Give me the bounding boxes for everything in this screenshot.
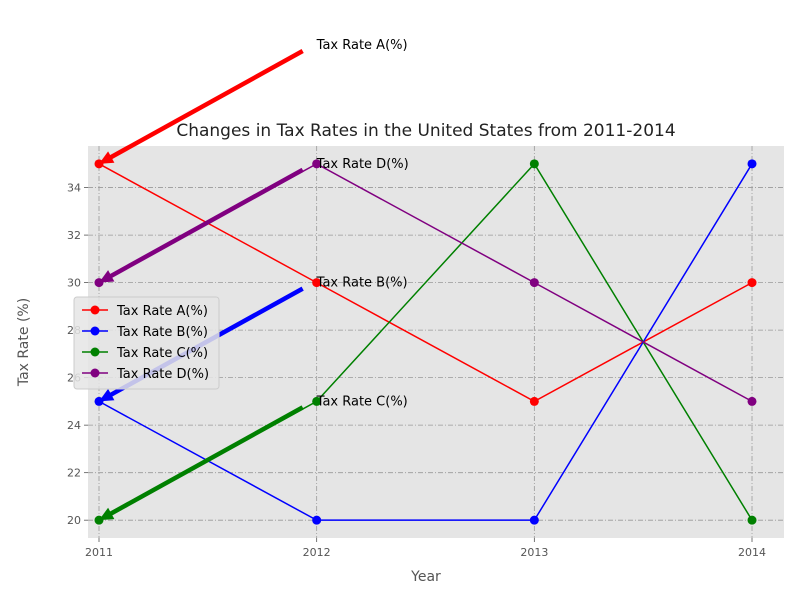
annotation-c: Tax Rate C(%) bbox=[99, 394, 408, 521]
y-tick-label: 32 bbox=[67, 229, 81, 242]
x-tick-label: 2011 bbox=[85, 546, 113, 559]
legend: Tax Rate A(%) Tax Rate B(%) Tax Rate C(%) T… bbox=[73, 296, 220, 390]
y-tick-label: 24 bbox=[67, 419, 81, 432]
legend-marker bbox=[90, 368, 100, 378]
data-point bbox=[312, 278, 322, 288]
legend-marker bbox=[90, 326, 100, 336]
x-tick-label: 2012 bbox=[303, 546, 331, 559]
legend-label: Tax Rate D(%) bbox=[116, 367, 209, 382]
x-tick-label: 2013 bbox=[520, 546, 548, 559]
legend-label: Tax Rate B(%) bbox=[116, 325, 208, 340]
data-point bbox=[747, 396, 757, 406]
x-axis-ticks: 2011 2012 2013 2014 bbox=[85, 538, 766, 559]
legend-label: Tax Rate A(%) bbox=[116, 304, 208, 319]
y-tick-label: 20 bbox=[67, 514, 81, 527]
data-point bbox=[312, 396, 322, 406]
annotation-arrowhead bbox=[99, 507, 115, 521]
data-point bbox=[312, 159, 322, 169]
legend-entry: Tax Rate A(%) bbox=[82, 304, 208, 319]
annotation-arrowhead bbox=[99, 388, 115, 402]
x-axis-title: Year bbox=[410, 569, 441, 585]
annotation-label: Tax Rate C(%) bbox=[316, 394, 408, 409]
annotation-arrow bbox=[108, 167, 304, 279]
data-point bbox=[747, 278, 757, 288]
y-axis-title: Tax Rate (%) bbox=[16, 298, 32, 387]
legend-marker bbox=[90, 305, 100, 315]
annotation-label: Tax Rate B(%) bbox=[316, 276, 408, 291]
legend-label: Tax Rate C(%) bbox=[116, 346, 208, 361]
legend-entry: Tax Rate D(%) bbox=[82, 367, 209, 382]
data-point bbox=[529, 278, 539, 288]
annotation-arrow bbox=[108, 405, 304, 517]
annotation-arrowhead bbox=[99, 151, 115, 164]
legend-marker bbox=[90, 347, 100, 357]
annotation-arrowhead bbox=[99, 270, 115, 283]
data-point bbox=[529, 396, 539, 406]
data-point bbox=[312, 515, 322, 525]
y-tick-label: 30 bbox=[67, 277, 81, 290]
annotation-label: Tax Rate A(%) bbox=[316, 38, 408, 53]
chart-title: Changes in Tax Rates in the United State… bbox=[176, 121, 675, 141]
annotation-arrow bbox=[108, 49, 304, 160]
x-tick-label: 2014 bbox=[738, 546, 766, 559]
annotation-d: Tax Rate D(%) bbox=[99, 157, 409, 283]
legend-box bbox=[73, 296, 220, 390]
data-point bbox=[529, 515, 539, 525]
data-point bbox=[747, 159, 757, 169]
y-tick-label: 22 bbox=[67, 467, 81, 480]
annotation-a: Tax Rate A(%) bbox=[99, 38, 408, 164]
legend-entry: Tax Rate B(%) bbox=[82, 325, 208, 340]
legend-entry: Tax Rate C(%) bbox=[82, 346, 208, 361]
annotation-label: Tax Rate D(%) bbox=[316, 157, 409, 172]
data-point bbox=[747, 515, 757, 525]
y-tick-label: 34 bbox=[67, 182, 81, 195]
data-point bbox=[529, 159, 539, 169]
